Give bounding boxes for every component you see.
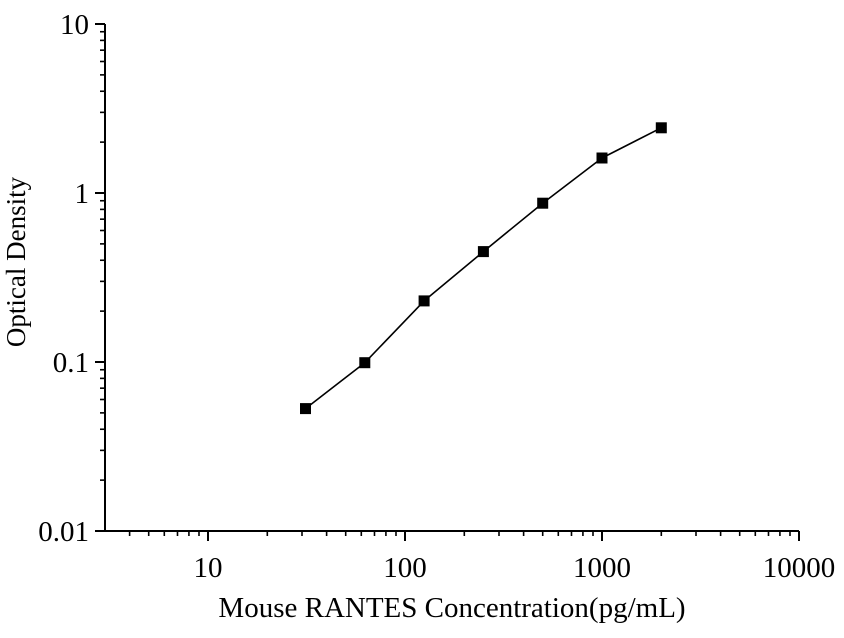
y-tick-label: 0.01 [38,516,89,548]
data-point-marker [477,246,489,258]
plot-layer: 10 100 1000 10000 0.01 0.1 1 10 [38,9,835,584]
y-tick-label: 1 [75,178,90,210]
data-point-marker [300,403,311,415]
x-tick-label: 1000 [573,552,631,584]
y-tick-label: 10 [60,9,89,41]
x-tick-label: 10 [194,552,223,584]
data-point-marker [596,152,608,164]
data-point-marker [537,197,549,209]
data-point-marker [359,357,371,369]
data-point-marker [418,295,430,307]
x-tick-label: 100 [383,552,427,584]
x-tick-label: 10000 [763,552,836,584]
data-point-marker [655,122,667,134]
y-tick-label: 0.1 [53,347,89,379]
y-axis-title: Optical Density [1,176,31,347]
series-line [305,127,662,410]
x-axis-title: Mouse RANTES Concentration(pg/mL) [218,592,685,624]
